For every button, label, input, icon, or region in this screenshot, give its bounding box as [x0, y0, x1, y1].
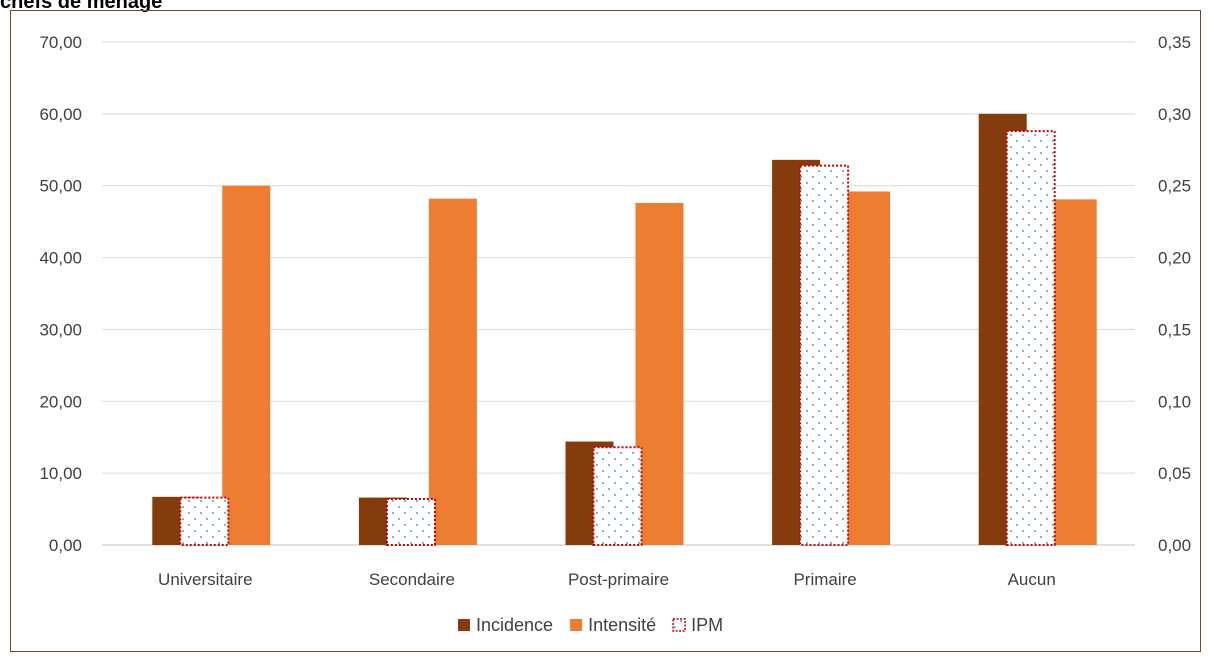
left-tick-label: 30,00	[39, 320, 82, 339]
right-tick-label: 0,35	[1158, 33, 1191, 52]
bar-intensite	[842, 191, 891, 545]
bars	[152, 113, 1097, 547]
bar-ipm	[385, 498, 436, 546]
left-tick-label: 0,00	[49, 536, 82, 555]
left-axis: 0,00 10,00 20,00 30,00 40,00 50,00 60,00 70,00	[39, 33, 82, 555]
bar-intensite	[428, 198, 477, 546]
right-tick-label: 0,00	[1158, 536, 1191, 555]
chart-title: chefs de ménage	[0, 0, 163, 13]
left-tick-label: 20,00	[39, 392, 82, 411]
x-tick-label: Primaire	[793, 570, 856, 589]
right-tick-label: 0,10	[1158, 392, 1191, 411]
bar-ipm	[799, 164, 850, 546]
x-tick-label: Secondaire	[369, 570, 455, 589]
left-tick-label: 40,00	[39, 249, 82, 268]
right-tick-label: 0,25	[1158, 177, 1191, 196]
left-tick-label: 10,00	[39, 464, 82, 483]
x-tick-label: Universitaire	[158, 570, 252, 589]
right-axis: 0,00 0,05 0,10 0,15 0,20 0,25 0,30 0,35	[1158, 33, 1191, 555]
bar-ipm	[1005, 130, 1056, 547]
bar-ipm	[179, 496, 230, 546]
bar-ipm	[592, 446, 643, 547]
bar-intensite	[1048, 199, 1097, 546]
right-tick-label: 0,05	[1158, 464, 1191, 483]
right-tick-label: 0,15	[1158, 320, 1191, 339]
bar-intensite	[635, 202, 684, 545]
legend-swatch	[458, 619, 470, 631]
legend-swatch	[570, 619, 583, 631]
legend: Incidence Intensité IPM	[458, 615, 723, 635]
legend-label: IPM	[691, 615, 723, 635]
x-tick-label: Post-primaire	[568, 570, 669, 589]
legend-label: Intensité	[588, 615, 656, 635]
right-tick-label: 0,20	[1158, 249, 1191, 268]
chart-frame	[10, 10, 1201, 652]
legend-label: Incidence	[476, 615, 553, 635]
x-axis: Universitaire Secondaire Post-primaire Prim…	[158, 570, 1056, 589]
left-tick-label: 60,00	[39, 105, 82, 124]
left-tick-label: 50,00	[39, 177, 82, 196]
x-tick-label: Aucun	[1008, 570, 1056, 589]
legend-swatch	[672, 618, 686, 632]
bar-intensite	[222, 185, 271, 545]
left-tick-label: 70,00	[39, 33, 82, 52]
right-tick-label: 0,30	[1158, 105, 1191, 124]
